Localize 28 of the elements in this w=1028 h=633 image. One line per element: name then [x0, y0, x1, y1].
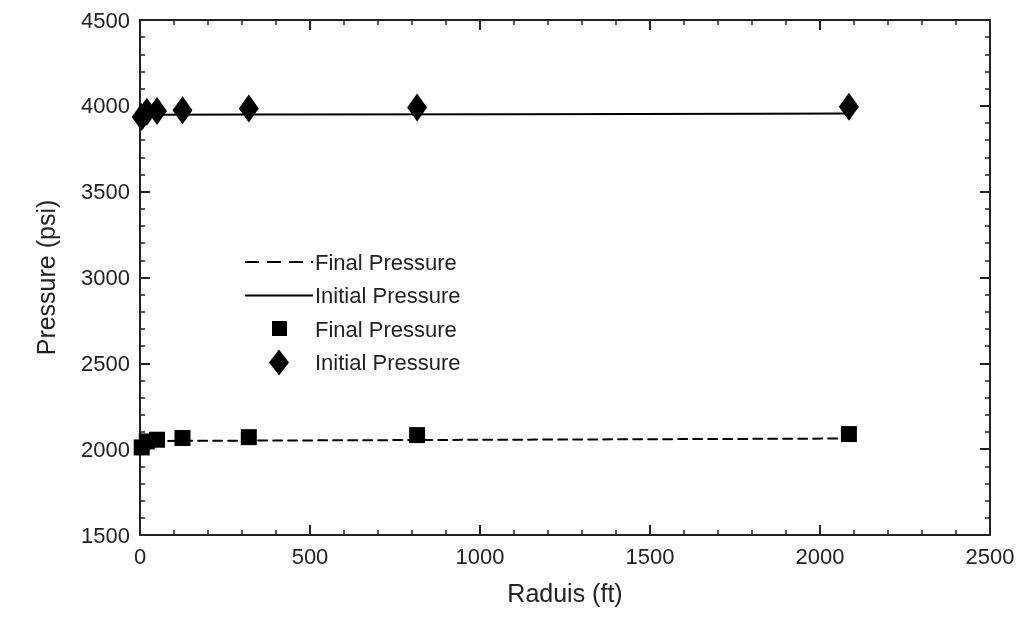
x-tick-label: 1000: [455, 543, 505, 569]
point: [172, 96, 193, 125]
legend-label: Initial Pressure: [315, 283, 461, 308]
legend-label: Final Pressure: [315, 316, 457, 342]
x-tick-label: 0: [133, 543, 147, 569]
x-tick-label: 2500: [965, 543, 1015, 569]
point: [149, 431, 165, 448]
legend-label: Final Pressure: [315, 249, 457, 275]
y-tick-label: 4500: [81, 7, 130, 33]
y-tick-label: 4000: [81, 93, 130, 119]
x-tick-label: 500: [291, 543, 329, 569]
point: [238, 94, 259, 123]
legend-label: Initial Pressure: [315, 350, 461, 375]
x-axis-title: Raduis (ft): [507, 578, 623, 607]
x-tick-label: 2000: [795, 543, 845, 569]
y-axis-title: Pressure (psi): [31, 199, 60, 356]
y-tick-label: 2500: [81, 350, 130, 376]
point: [840, 426, 857, 443]
y-tick-label: 1500: [81, 522, 130, 548]
point: [240, 429, 257, 446]
y-tick-label: 2000: [81, 436, 130, 462]
point: [838, 92, 859, 121]
point: [409, 427, 426, 444]
x-tick-label: 1500: [625, 543, 675, 569]
y-tick-label: 3500: [81, 179, 130, 205]
y-tick-label: 3000: [81, 265, 130, 290]
point: [407, 93, 428, 122]
point: [174, 430, 191, 447]
